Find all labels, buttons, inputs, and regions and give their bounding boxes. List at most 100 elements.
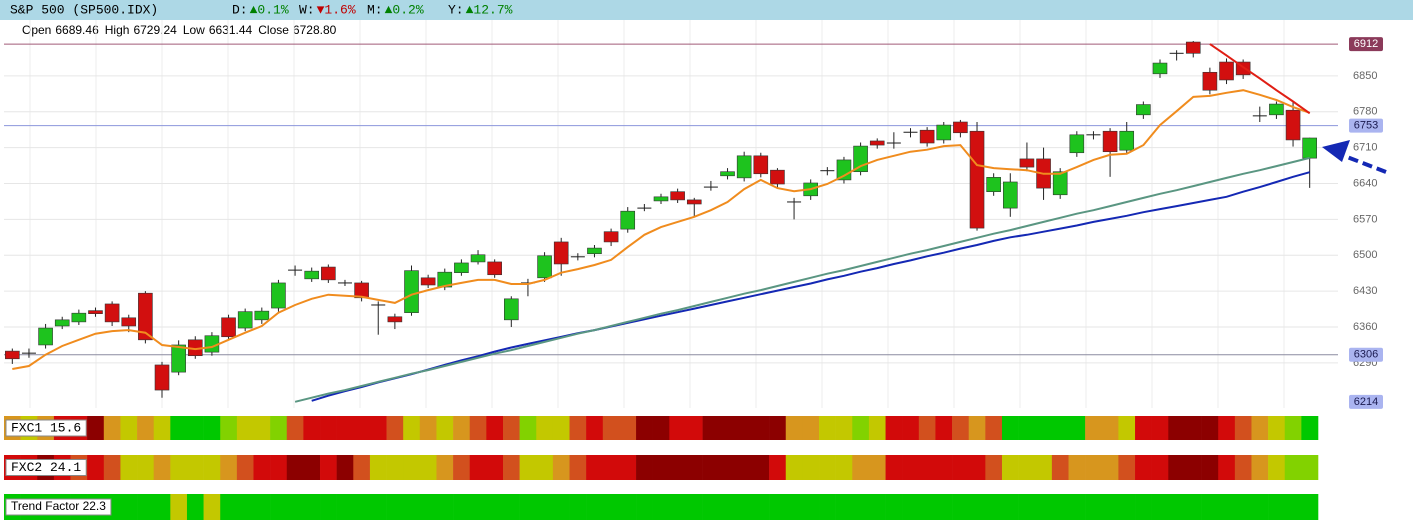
candle-body — [903, 131, 918, 133]
heat-cell — [1234, 416, 1252, 440]
heat-cell — [1001, 494, 1019, 520]
heat-cell — [453, 494, 471, 520]
heat-cell — [669, 455, 687, 480]
heat-cell — [419, 494, 437, 520]
heat-cell — [1218, 494, 1236, 520]
heat-cell — [968, 494, 986, 520]
heat-cell — [469, 416, 487, 440]
heat-cell — [1284, 494, 1302, 520]
heat-cell — [1301, 455, 1319, 480]
heat-cell — [220, 494, 238, 520]
heat-cell — [236, 494, 254, 520]
heat-cell — [852, 416, 870, 440]
candle-body — [653, 196, 669, 202]
heat-cell — [203, 494, 221, 520]
heat-cell — [486, 416, 504, 440]
heat-cell — [286, 494, 304, 520]
heat-cell — [685, 416, 703, 440]
heat-cell — [502, 494, 520, 520]
heat-cell — [702, 455, 720, 480]
heat-cell — [918, 416, 936, 440]
heat-cell — [1251, 416, 1269, 440]
heat-cell — [120, 494, 138, 520]
heat-cell — [1151, 494, 1169, 520]
y-tick-label: 6500 — [1353, 249, 1377, 261]
heat-cell — [1035, 416, 1053, 440]
heat-cell — [552, 416, 570, 440]
candle-body — [1019, 158, 1035, 168]
heat-cell — [868, 455, 886, 480]
heat-cell — [386, 494, 404, 520]
heat-cell — [1101, 416, 1119, 440]
candle-body — [736, 155, 752, 179]
line — [1209, 43, 1311, 115]
heat-cell — [170, 455, 188, 480]
candle-body — [1102, 130, 1118, 153]
change-label: D: — [232, 2, 248, 17]
heat-cell — [1135, 455, 1152, 480]
price-tag-label: 6912 — [1354, 38, 1378, 50]
change-value: ▼1.6% — [317, 2, 356, 17]
heat-cell — [137, 455, 154, 480]
heat-cell — [1051, 494, 1069, 520]
heat-cell — [436, 416, 454, 440]
indicator-label: Trend Factor 22.3 — [11, 499, 106, 513]
line — [12, 89, 1311, 370]
heat-cell — [636, 416, 653, 440]
heat-cell — [336, 416, 354, 440]
heat-cell — [1101, 455, 1119, 480]
heat-cell — [1301, 494, 1319, 520]
heat-cell — [1234, 455, 1252, 480]
ohlc-value: 6728.80 — [293, 23, 337, 37]
candle-body — [1086, 134, 1101, 136]
candle-body — [88, 310, 103, 314]
heat-cell — [320, 455, 337, 480]
background — [0, 20, 1413, 527]
heat-cell — [569, 416, 587, 440]
heat-cell — [868, 416, 886, 440]
candle-body — [71, 312, 87, 323]
indicator-label-box — [5, 498, 112, 516]
heat-cell — [203, 416, 221, 440]
y-tick-label: 6570 — [1353, 213, 1377, 225]
candle-body — [1219, 61, 1234, 81]
heat-cell — [552, 455, 570, 480]
candle-body — [620, 210, 636, 230]
heat-cell — [153, 455, 171, 480]
candle-body — [254, 310, 270, 321]
candle-body — [1169, 52, 1184, 54]
candle-body — [720, 171, 735, 177]
heat-cell — [536, 455, 554, 480]
heat-cell — [619, 416, 637, 440]
heat-cell — [968, 416, 986, 440]
candle-body — [587, 247, 602, 255]
heat-cell — [902, 494, 920, 520]
heat-cell — [369, 494, 387, 520]
heat-cell — [1018, 416, 1036, 440]
heat-cell — [1151, 455, 1169, 480]
indicator-label: FXC1 15.6 — [11, 420, 81, 435]
candle-body — [54, 319, 70, 327]
candle-body — [487, 261, 502, 276]
heat-cell — [303, 494, 321, 520]
heat-cell — [968, 455, 986, 480]
heat-cell — [486, 494, 504, 520]
heat-cell — [752, 494, 770, 520]
heat-cell — [1118, 455, 1136, 480]
candle-body — [570, 256, 585, 258]
heat-cell — [153, 494, 171, 520]
heat-cell — [336, 455, 354, 480]
candle-body — [1202, 71, 1218, 91]
heat-cell — [320, 494, 337, 520]
heat-cell — [1201, 494, 1219, 520]
heat-cell — [1118, 494, 1136, 520]
y-tick-label: 6360 — [1353, 321, 1377, 333]
heat-cell — [669, 416, 687, 440]
candle-body — [504, 298, 519, 321]
heat-cell — [1168, 494, 1186, 520]
indicator-label-box — [5, 419, 87, 437]
heat-cell — [719, 416, 737, 440]
heat-cell — [769, 416, 787, 440]
indicator-label-box — [5, 459, 87, 476]
heat-cell — [902, 416, 920, 440]
